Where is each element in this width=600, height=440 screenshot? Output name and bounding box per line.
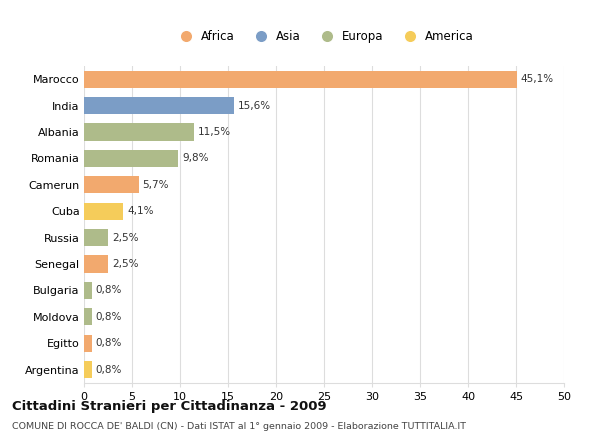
Text: 2,5%: 2,5% xyxy=(112,233,139,242)
Text: 2,5%: 2,5% xyxy=(112,259,139,269)
Text: 15,6%: 15,6% xyxy=(238,101,271,110)
Bar xyxy=(84,334,92,352)
Bar xyxy=(84,229,108,246)
Bar xyxy=(84,202,124,220)
Bar xyxy=(84,308,92,326)
Legend: Africa, Asia, Europa, America: Africa, Asia, Europa, America xyxy=(169,25,479,48)
Bar xyxy=(84,70,517,88)
Text: 0,8%: 0,8% xyxy=(95,312,122,322)
Bar xyxy=(84,176,139,194)
Bar xyxy=(84,123,194,140)
Text: 4,1%: 4,1% xyxy=(127,206,154,216)
Bar xyxy=(84,255,108,272)
Text: 0,8%: 0,8% xyxy=(95,365,122,374)
Bar xyxy=(84,97,234,114)
Text: 11,5%: 11,5% xyxy=(198,127,232,137)
Text: 0,8%: 0,8% xyxy=(95,286,122,295)
Text: 9,8%: 9,8% xyxy=(182,154,208,163)
Text: COMUNE DI ROCCA DE' BALDI (CN) - Dati ISTAT al 1° gennaio 2009 - Elaborazione TU: COMUNE DI ROCCA DE' BALDI (CN) - Dati IS… xyxy=(12,422,466,431)
Bar xyxy=(84,361,92,378)
Bar xyxy=(84,282,92,299)
Bar xyxy=(84,150,178,167)
Text: 45,1%: 45,1% xyxy=(521,74,554,84)
Text: 0,8%: 0,8% xyxy=(95,338,122,348)
Text: 5,7%: 5,7% xyxy=(143,180,169,190)
Text: Cittadini Stranieri per Cittadinanza - 2009: Cittadini Stranieri per Cittadinanza - 2… xyxy=(12,400,326,414)
